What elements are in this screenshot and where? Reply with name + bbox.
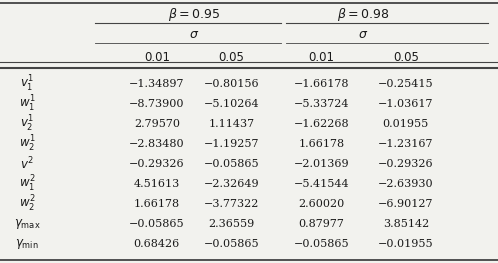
Text: 1.11437: 1.11437 [209,119,254,129]
Text: $v_1^1$: $v_1^1$ [20,74,34,94]
Text: −1.03617: −1.03617 [378,99,434,109]
Text: −0.05865: −0.05865 [204,239,259,249]
Text: −6.90127: −6.90127 [378,199,434,209]
Text: −0.25415: −0.25415 [378,79,434,89]
Text: −0.05865: −0.05865 [129,219,185,229]
Text: $\beta = 0.98$: $\beta = 0.98$ [337,6,390,23]
Text: −1.34897: −1.34897 [129,79,185,89]
Text: −0.80156: −0.80156 [204,79,259,89]
Text: 2.60020: 2.60020 [298,199,344,209]
Text: −2.01369: −2.01369 [293,159,349,169]
Text: $\beta = 0.95$: $\beta = 0.95$ [168,6,220,23]
Text: $w_2^1$: $w_2^1$ [19,134,36,154]
Text: −0.29326: −0.29326 [129,159,185,169]
Text: −1.23167: −1.23167 [378,139,434,149]
Text: $w_2^2$: $w_2^2$ [19,194,36,214]
Text: −5.41544: −5.41544 [293,179,349,189]
Text: 1.66178: 1.66178 [134,199,180,209]
Text: 0.87977: 0.87977 [298,219,344,229]
Text: −0.01955: −0.01955 [378,239,434,249]
Text: −5.10264: −5.10264 [204,99,259,109]
Text: 0.01: 0.01 [308,51,334,64]
Text: $\sigma$: $\sigma$ [189,28,199,41]
Text: −0.05865: −0.05865 [293,239,349,249]
Text: −1.66178: −1.66178 [293,79,349,89]
Text: 3.85142: 3.85142 [383,219,429,229]
Text: $\sigma$: $\sigma$ [359,28,369,41]
Text: $w_1^2$: $w_1^2$ [19,174,36,194]
Text: −8.73900: −8.73900 [129,99,185,109]
Text: $v_2^1$: $v_2^1$ [20,114,34,134]
Text: −0.05865: −0.05865 [204,159,259,169]
Text: 0.01: 0.01 [144,51,170,64]
Text: 0.68426: 0.68426 [134,239,180,249]
Text: 2.36559: 2.36559 [209,219,254,229]
Text: −3.77322: −3.77322 [204,199,259,209]
Text: −0.29326: −0.29326 [378,159,434,169]
Text: $\gamma_{\mathrm{min}}$: $\gamma_{\mathrm{min}}$ [15,236,39,251]
Text: 2.79570: 2.79570 [134,119,180,129]
Text: −2.83480: −2.83480 [129,139,185,149]
Text: −5.33724: −5.33724 [293,99,349,109]
Text: −2.63930: −2.63930 [378,179,434,189]
Text: 1.66178: 1.66178 [298,139,344,149]
Text: −2.32649: −2.32649 [204,179,259,189]
Text: $w_1^1$: $w_1^1$ [19,94,36,114]
Text: −1.19257: −1.19257 [204,139,259,149]
Text: $\gamma_{\mathrm{max}}$: $\gamma_{\mathrm{max}}$ [14,216,41,231]
Text: 0.05: 0.05 [219,51,245,64]
Text: $v^2$: $v^2$ [20,155,34,172]
Text: 4.51613: 4.51613 [134,179,180,189]
Text: 0.05: 0.05 [393,51,419,64]
Text: −1.62268: −1.62268 [293,119,349,129]
Text: 0.01955: 0.01955 [383,119,429,129]
